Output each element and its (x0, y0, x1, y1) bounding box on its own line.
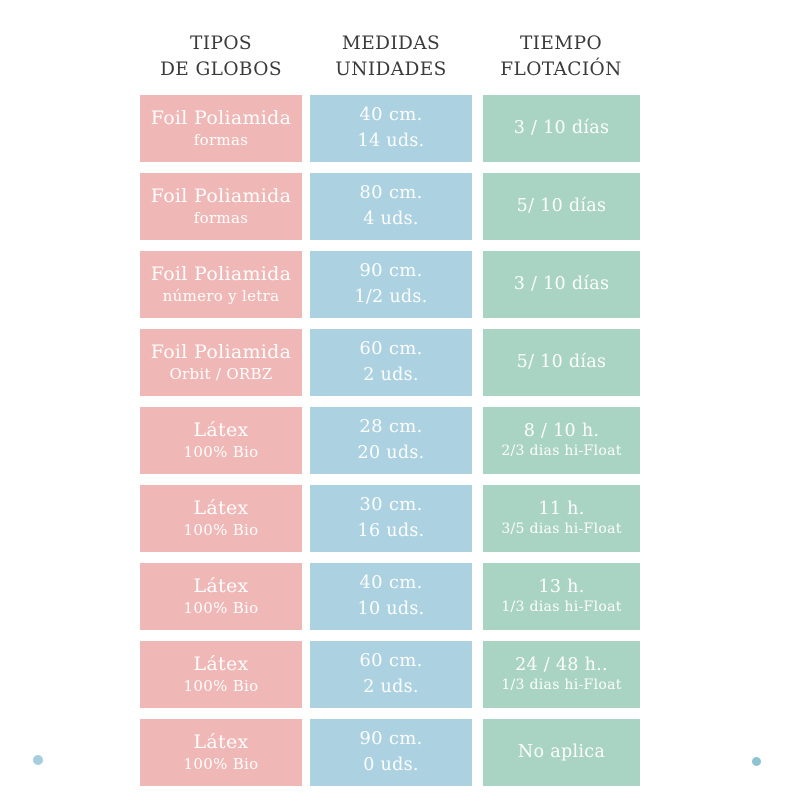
cell-measure: 60 cm. 2 uds. (310, 329, 472, 396)
measure-size: 80 cm. (359, 182, 423, 204)
balloon-type-name: Látex (193, 731, 249, 754)
measure-size: 90 cm. (359, 728, 423, 750)
measure-units: 0 uds. (363, 754, 419, 775)
decorative-dot-right (752, 757, 761, 766)
cell-balloon-type: Látex 100% Bio (140, 407, 302, 474)
float-time-note: 3/5 dias hi-Float (501, 520, 622, 537)
cell-measure: 28 cm. 20 uds. (310, 407, 472, 474)
float-time-main: 3 / 10 días (513, 273, 610, 294)
float-time-main: 24 / 48 h.. (515, 654, 608, 675)
measure-size: 30 cm. (359, 494, 423, 516)
column-header-float-time: TIEMPO FLOTACIÓN (461, 31, 661, 82)
cell-balloon-type: Foil Poliamida formas (140, 173, 302, 240)
balloon-type-subtype: formas (193, 131, 249, 149)
header-line2: FLOTACIÓN (500, 58, 622, 80)
measure-units: 2 uds. (363, 676, 419, 697)
balloon-type-name: Foil Poliamida (150, 263, 292, 286)
cell-float-time: 8 / 10 h. 2/3 dias hi-Float (483, 407, 640, 474)
cell-float-time: 3 / 10 días (483, 95, 640, 162)
table-row: Látex 100% Bio 40 cm. 10 uds. 13 h. 1/3 … (0, 563, 640, 630)
balloon-type-name: Foil Poliamida (150, 107, 292, 130)
balloon-type-subtype: 100% Bio (183, 755, 259, 773)
column-header-measures-units: MEDIDAS UNIDADES (291, 31, 491, 82)
balloon-type-subtype: 100% Bio (183, 443, 259, 461)
cell-measure: 90 cm. 0 uds. (310, 719, 472, 786)
table-row: Foil Poliamida número y letra 90 cm. 1/2… (0, 251, 640, 318)
cell-balloon-type: Látex 100% Bio (140, 641, 302, 708)
measure-size: 40 cm. (359, 572, 423, 594)
float-time-main: 5/ 10 días (516, 351, 607, 372)
column-header-balloon-types: TIPOS DE GLOBOS (121, 31, 321, 82)
cell-balloon-type: Foil Poliamida Orbit / ORBZ (140, 329, 302, 396)
measure-units: 16 uds. (357, 520, 425, 541)
table-row: Foil Poliamida Orbit / ORBZ 60 cm. 2 uds… (0, 329, 640, 396)
table-row: Látex 100% Bio 60 cm. 2 uds. 24 / 48 h..… (0, 641, 640, 708)
measure-size: 60 cm. (359, 650, 423, 672)
table-row: Látex 100% Bio 90 cm. 0 uds. No aplica (0, 719, 640, 786)
balloon-type-name: Látex (193, 575, 249, 598)
cell-float-time: No aplica (483, 719, 640, 786)
float-time-note: 1/3 dias hi-Float (501, 676, 622, 693)
measure-size: 40 cm. (359, 104, 423, 126)
balloon-type-subtype: 100% Bio (183, 677, 259, 695)
cell-balloon-type: Látex 100% Bio (140, 719, 302, 786)
float-time-main: 8 / 10 h. (523, 420, 600, 441)
table-row: Látex 100% Bio 30 cm. 16 uds. 11 h. 3/5 … (0, 485, 640, 552)
balloon-type-subtype: número y letra (162, 287, 280, 305)
float-time-main: No aplica (517, 741, 606, 762)
float-time-main: 11 h. (538, 498, 585, 519)
table-body: Foil Poliamida formas 40 cm. 14 uds. 3 /… (0, 95, 640, 786)
measure-units: 4 uds. (363, 208, 419, 229)
balloon-type-subtype: formas (193, 209, 249, 227)
cell-measure: 30 cm. 16 uds. (310, 485, 472, 552)
float-time-note: 2/3 dias hi-Float (501, 442, 622, 459)
balloon-type-name: Látex (193, 497, 249, 520)
float-time-note: 1/3 dias hi-Float (501, 598, 622, 615)
cell-measure: 40 cm. 14 uds. (310, 95, 472, 162)
cell-float-time: 5/ 10 días (483, 329, 640, 396)
cell-measure: 60 cm. 2 uds. (310, 641, 472, 708)
table-row: Foil Poliamida formas 80 cm. 4 uds. 5/ 1… (0, 173, 640, 240)
table-row: Látex 100% Bio 28 cm. 20 uds. 8 / 10 h. … (0, 407, 640, 474)
cell-balloon-type: Foil Poliamida formas (140, 95, 302, 162)
balloon-type-subtype: 100% Bio (183, 521, 259, 539)
measure-units: 1/2 uds. (354, 286, 428, 307)
header-line1: TIPOS (190, 33, 252, 54)
cell-balloon-type: Látex 100% Bio (140, 563, 302, 630)
header-line1: TIEMPO (519, 33, 603, 54)
cell-measure: 40 cm. 10 uds. (310, 563, 472, 630)
float-time-main: 5/ 10 días (516, 195, 607, 216)
table-row: Foil Poliamida formas 40 cm. 14 uds. 3 /… (0, 95, 640, 162)
measure-size: 28 cm. (359, 416, 423, 438)
measure-units: 10 uds. (357, 598, 425, 619)
cell-float-time: 5/ 10 días (483, 173, 640, 240)
cell-float-time: 24 / 48 h.. 1/3 dias hi-Float (483, 641, 640, 708)
measure-units: 20 uds. (357, 442, 425, 463)
float-time-main: 3 / 10 días (513, 117, 610, 138)
measure-size: 60 cm. (359, 338, 423, 360)
balloon-type-subtype: Orbit / ORBZ (169, 365, 273, 383)
cell-balloon-type: Foil Poliamida número y letra (140, 251, 302, 318)
header-line2: UNIDADES (335, 58, 447, 80)
float-time-main: 13 h. (538, 576, 585, 597)
decorative-dot-left (33, 755, 43, 765)
measure-units: 2 uds. (363, 364, 419, 385)
balloon-type-name: Foil Poliamida (150, 185, 292, 208)
balloon-type-name: Látex (193, 653, 249, 676)
measure-units: 14 uds. (357, 130, 425, 151)
balloon-type-name: Foil Poliamida (150, 341, 292, 364)
balloon-type-name: Látex (193, 419, 249, 442)
cell-balloon-type: Látex 100% Bio (140, 485, 302, 552)
header-line2: DE GLOBOS (160, 58, 282, 80)
header-line1: MEDIDAS (341, 33, 441, 54)
cell-float-time: 3 / 10 días (483, 251, 640, 318)
measure-size: 90 cm. (359, 260, 423, 282)
cell-measure: 80 cm. 4 uds. (310, 173, 472, 240)
balloon-type-subtype: 100% Bio (183, 599, 259, 617)
cell-float-time: 13 h. 1/3 dias hi-Float (483, 563, 640, 630)
cell-measure: 90 cm. 1/2 uds. (310, 251, 472, 318)
cell-float-time: 11 h. 3/5 dias hi-Float (483, 485, 640, 552)
